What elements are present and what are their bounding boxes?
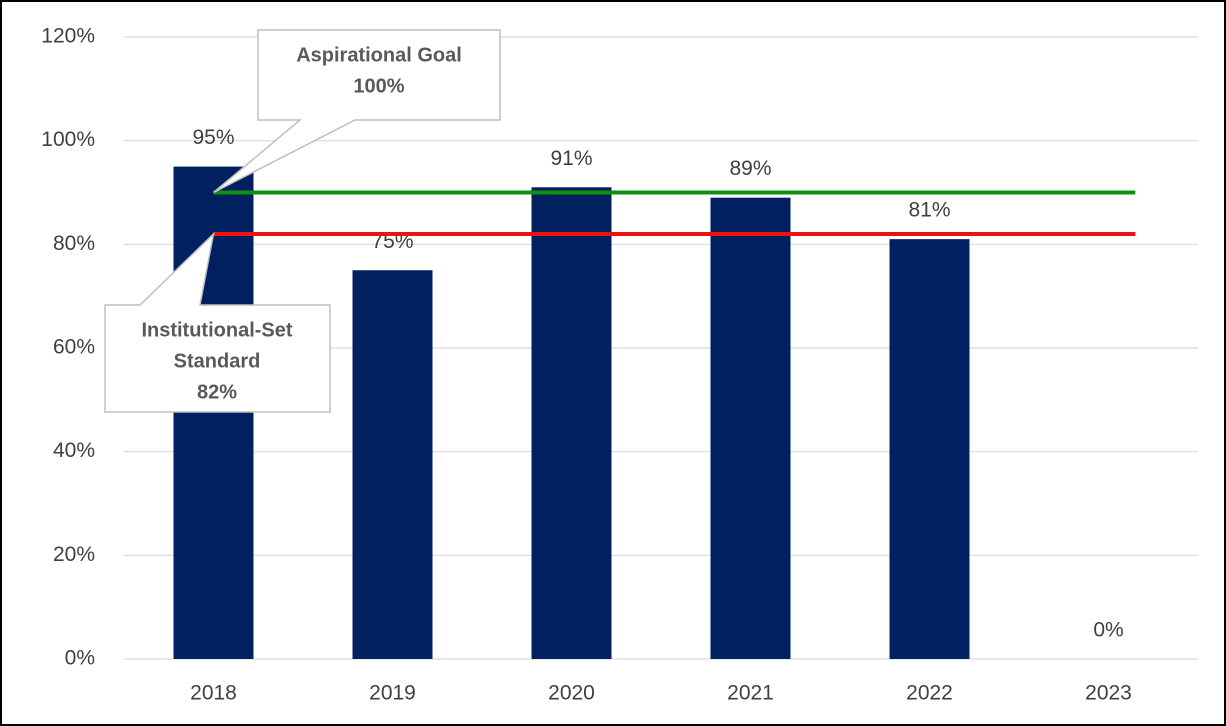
- bar: [710, 197, 791, 659]
- x-tick-label: 2019: [369, 682, 416, 705]
- bar: [889, 239, 970, 659]
- y-tick-label: 40%: [53, 439, 95, 462]
- x-tick-label: 2022: [906, 682, 953, 705]
- bar: [531, 187, 612, 660]
- bar: [173, 166, 254, 660]
- data-label: 89%: [729, 157, 771, 180]
- annotation-text: Institutional-Set: [141, 319, 292, 341]
- y-tick-label: 20%: [53, 543, 95, 566]
- y-tick-label: 0%: [65, 647, 95, 670]
- annotation-text: 82%: [197, 381, 237, 403]
- y-tick-label: 100%: [41, 128, 95, 151]
- data-label: 91%: [550, 147, 592, 170]
- annotation-text: Standard: [174, 350, 261, 372]
- x-tick-label: 2021: [727, 682, 774, 705]
- callout-box: [213, 29, 501, 194]
- callout-box: [104, 231, 331, 413]
- y-tick-label: 80%: [53, 232, 95, 255]
- x-tick-label: 2020: [548, 682, 595, 705]
- data-label: 0%: [1093, 619, 1123, 642]
- data-label: 95%: [192, 126, 234, 149]
- x-tick-label: 2018: [190, 682, 237, 705]
- y-tick-label: 60%: [53, 336, 95, 359]
- y-tick-label: 120%: [41, 25, 95, 48]
- bar: [352, 270, 433, 659]
- x-tick-label: 2023: [1085, 682, 1132, 705]
- data-label: 81%: [908, 199, 950, 222]
- annotation-text: Aspirational Goal: [296, 44, 462, 66]
- annotation-text: 100%: [353, 75, 404, 97]
